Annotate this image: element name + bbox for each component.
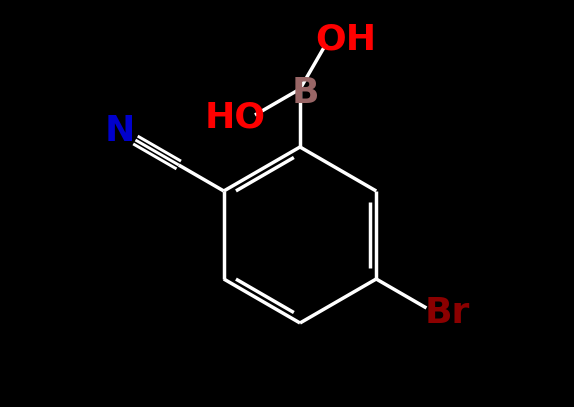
Text: N: N [104, 114, 135, 148]
Text: OH: OH [316, 23, 377, 57]
Text: HO: HO [204, 100, 266, 134]
Text: Br: Br [425, 296, 470, 330]
Text: B: B [291, 76, 319, 110]
